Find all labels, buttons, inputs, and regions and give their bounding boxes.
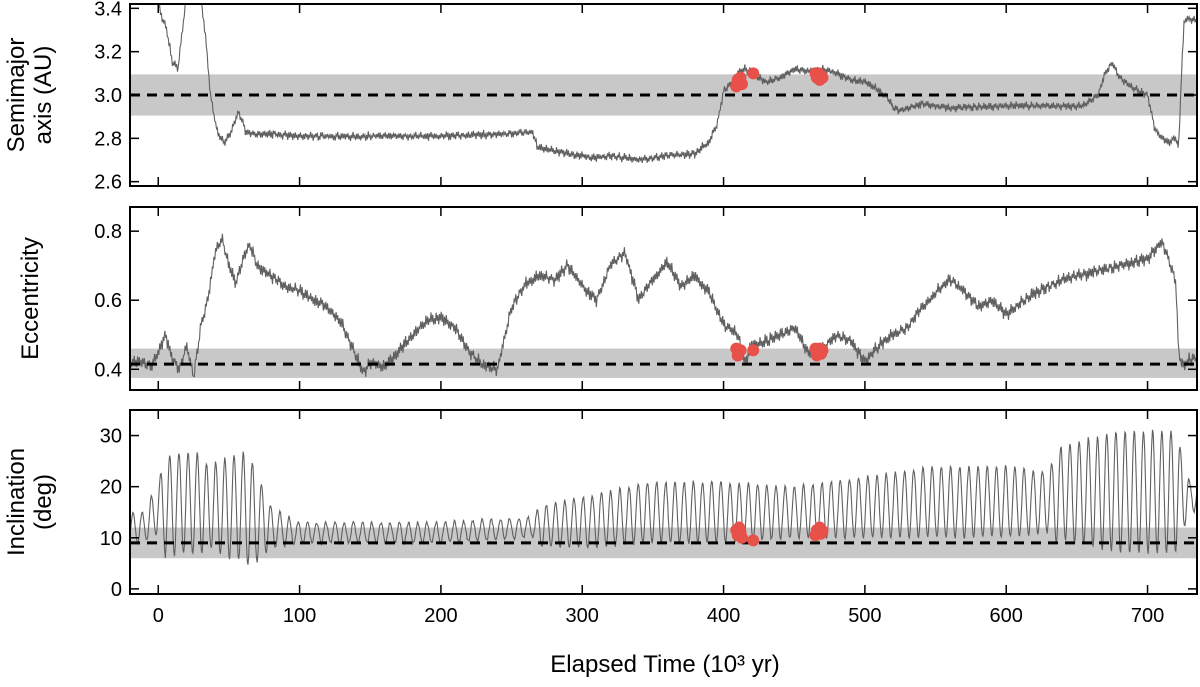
y-tick-label: 2.8 xyxy=(94,128,122,150)
close-approach-marker xyxy=(747,534,760,547)
x-tick-label: 200 xyxy=(424,605,457,627)
y-tick-label: 3.4 xyxy=(94,0,122,20)
x-tick-label: 0 xyxy=(153,605,164,627)
y-axis-title: Eccentricity xyxy=(17,237,44,360)
y-axis-title: Inclination xyxy=(3,448,30,556)
y-axis-title: Semimajor xyxy=(3,38,30,153)
y-tick-label: 10 xyxy=(100,528,122,550)
y-tick-label: 0 xyxy=(111,579,122,601)
x-tick-label: 100 xyxy=(283,605,316,627)
close-approach-marker xyxy=(747,344,760,357)
close-approach-marker xyxy=(735,78,748,91)
x-tick-label: 600 xyxy=(990,605,1023,627)
panel-3: 0 10 20 30 Inclination (deg) xyxy=(3,409,1198,601)
plot-frame xyxy=(129,409,1198,595)
close-approach-marker xyxy=(816,525,829,538)
series-line xyxy=(130,429,1197,565)
y-tick-label: 30 xyxy=(100,426,122,448)
panel-2: 0.4 0.6 0.8 Eccentricity xyxy=(17,206,1198,391)
close-approach-marker xyxy=(734,344,747,357)
x-tick-label: 400 xyxy=(707,605,740,627)
series-line xyxy=(156,4,1197,164)
y-tick-label: 0.8 xyxy=(94,221,122,243)
close-approach-marker xyxy=(735,531,748,544)
x-axis-title: Elapsed Time (10³ yr) xyxy=(550,651,779,678)
close-approach-marker xyxy=(816,344,829,357)
panel-1: 2.6 2.8 3.0 3.2 3.4 Semimajor axis (AU) xyxy=(3,0,1198,194)
y-tick-label: 3.2 xyxy=(94,42,122,64)
x-tick-label: 300 xyxy=(566,605,599,627)
x-tick-label: 700 xyxy=(1131,605,1164,627)
y-tick-label: 20 xyxy=(100,477,122,499)
y-tick-label: 3.0 xyxy=(94,85,122,107)
plot-frame xyxy=(129,206,1198,391)
y-tick-label: 2.6 xyxy=(94,172,122,194)
y-tick-label: 0.4 xyxy=(94,359,122,381)
x-tick-label: 500 xyxy=(848,605,881,627)
y-axis-title: (deg) xyxy=(30,474,57,530)
y-axis-title: axis (AU) xyxy=(30,46,57,145)
close-approach-marker xyxy=(747,67,760,80)
close-approach-marker xyxy=(816,71,829,84)
y-tick-label: 0.6 xyxy=(94,290,122,312)
series-line xyxy=(130,233,1197,378)
